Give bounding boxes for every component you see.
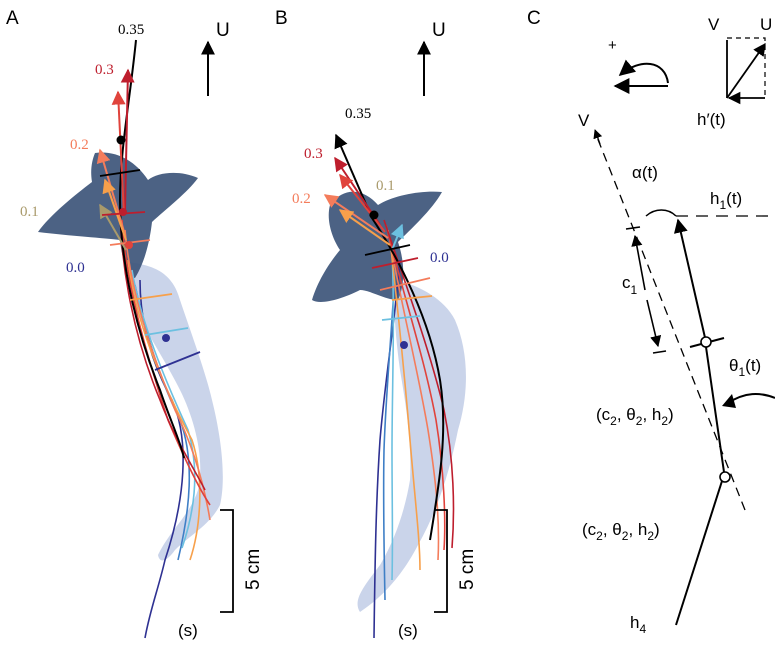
fish-body-b [312, 191, 442, 302]
scale-label-a: 5 cm [243, 549, 264, 590]
v-axis-tip [593, 129, 603, 145]
joint-1 [700, 336, 712, 348]
velocity-arrow-orange-a [102, 178, 127, 241]
tick-blue-a [154, 351, 201, 371]
unit-label-b: (s) [398, 621, 418, 640]
segment-3-params: (c2, θ2, h2) [582, 520, 660, 543]
trajectory-orange-a [127, 259, 201, 561]
time-label-t3-b: 0.3 [304, 146, 323, 162]
velocity-arrow-t3-a [120, 68, 135, 211]
trajectory-t2-b [387, 229, 440, 561]
v-axis-label: V [578, 111, 590, 130]
point-t0-b [400, 341, 408, 349]
h1-label: h1(t) [710, 189, 742, 212]
segment-2 [705, 346, 725, 473]
panel-a-label: A [6, 8, 19, 29]
trajectory-cyan-a [131, 269, 196, 549]
tick-orange2-b [391, 295, 433, 301]
theta1-arrowhead [722, 394, 736, 408]
time-label-t2-b: 0.2 [292, 191, 311, 207]
time-label-t1-b: 0.1 [376, 178, 395, 194]
panel-b-label: B [275, 8, 288, 29]
segment-3 [675, 480, 723, 626]
alpha-label: α(t) [632, 163, 658, 182]
c1-arrow-down [646, 299, 662, 348]
velocity-arrows-a [96, 68, 135, 251]
flow-label-a: U [216, 20, 230, 41]
body-ticks-a [99, 169, 201, 371]
panel-b: B U [275, 8, 478, 640]
hprime-label: h′(t) [697, 110, 726, 129]
unit-label-a: (s) [178, 621, 198, 640]
velocity-arrow-cyan-b [390, 223, 404, 251]
tick-red-b [371, 257, 419, 269]
c1-bottom-tick [652, 350, 667, 354]
trajectory-blue-b [382, 269, 396, 601]
fish-tail-silhouette-b [357, 280, 466, 612]
time-label-t4-a: 0.35 [118, 22, 144, 38]
time-label-t4-b: 0.35 [345, 106, 371, 122]
velocity-arrow-orange-b [338, 209, 391, 246]
flow-label-b: U [432, 20, 446, 41]
velocity-arrow-red-a [111, 90, 126, 216]
time-label-t2-a: 0.2 [70, 137, 89, 153]
body-ticks-b [364, 244, 433, 321]
joint-2 [719, 471, 731, 483]
tick-cyan-b [381, 315, 421, 321]
u-top-label: U [760, 15, 772, 34]
time-label-t0-a: 0.0 [66, 260, 85, 276]
theta1-arc [727, 393, 775, 404]
point-t4-a [116, 135, 126, 145]
velocity-arrow-t2-b [323, 194, 389, 239]
trajectory-red-a [121, 219, 211, 506]
point-t4-b [369, 210, 379, 220]
c1-label: c1 [622, 273, 638, 297]
scale-bar-b [434, 509, 448, 613]
h4-label: h4 [630, 613, 646, 636]
rotation-arc [618, 59, 669, 84]
tick-black-a [99, 169, 141, 177]
point-t0-a [162, 334, 170, 342]
c1-arrow-up [631, 234, 646, 291]
segment-1 [673, 218, 707, 343]
alpha-arc [645, 209, 677, 217]
tick-orange2-a [129, 293, 173, 301]
point-t2-a [125, 241, 133, 249]
trajectories-a [118, 39, 211, 639]
tick-orange-b [379, 277, 431, 291]
velocity-arrow-red-b [339, 173, 386, 233]
velocity-arrow-t1-a [99, 203, 127, 251]
point-t3-a [119, 208, 127, 216]
tick-cyan-a [144, 327, 189, 336]
theta1-label: θ1(t) [729, 356, 761, 379]
tick-black-b [364, 244, 411, 256]
trajectory-orange-b [389, 239, 421, 571]
scale-label-b: 5 cm [457, 549, 478, 590]
decomp-dashed-box [727, 37, 766, 98]
plus-label: + [608, 37, 617, 54]
decomp-v-arrow [726, 42, 766, 99]
c1-top-tick [625, 226, 641, 230]
v-axis-dashed [594, 131, 746, 511]
panel-a: A U [6, 8, 264, 640]
panel-c: C + V U h′(t) V α(t) h1(t) c1 [527, 8, 775, 636]
trajectory-cyan-b [391, 249, 395, 581]
time-label-t1-a: 0.1 [20, 204, 39, 220]
time-label-t3-a: 0.3 [95, 62, 114, 78]
v-top-label: V [708, 15, 720, 34]
segment-2-params: (c2, θ2, h2) [596, 405, 674, 428]
trajectory-red-b [385, 224, 446, 551]
panel-c-label: C [527, 8, 541, 29]
scale-bar-a [220, 509, 234, 613]
time-label-t0-b: 0.0 [430, 250, 449, 266]
trajectory-t4-b [369, 214, 445, 541]
